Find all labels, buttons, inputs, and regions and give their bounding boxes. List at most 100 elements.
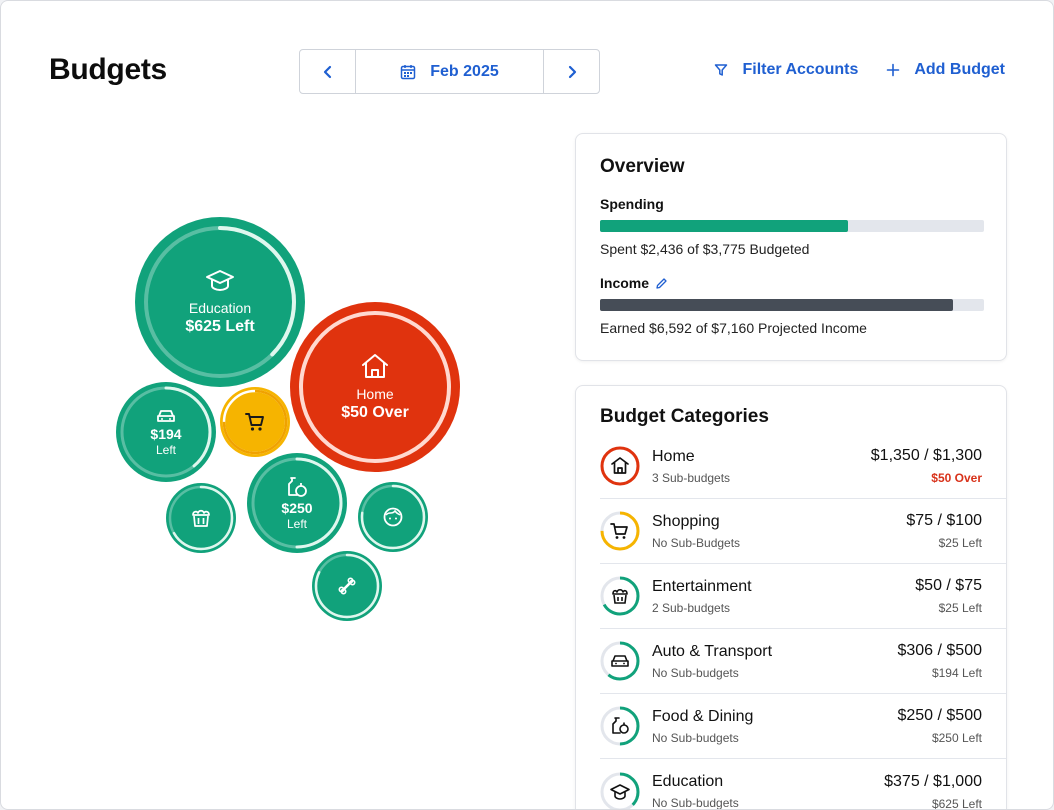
income-label: Income — [600, 275, 650, 291]
income-bar — [600, 299, 984, 311]
category-name: Education — [652, 773, 724, 790]
category-amount: $50 / $75 — [915, 577, 982, 594]
category-progress-indicator — [600, 446, 640, 486]
category-amount: $306 / $500 — [897, 642, 982, 659]
edit-income-icon[interactable] — [655, 277, 668, 290]
category-row[interactable]: Auto & Transport No Sub-budgets $306 / $… — [600, 629, 1006, 694]
spending-text: Spent $2,436 of $3,775 Budgeted — [600, 241, 810, 257]
car-icon — [157, 409, 175, 422]
bottle-icon — [288, 476, 307, 497]
bubble-food-sub: Left — [286, 516, 307, 531]
pets-progress-ring — [314, 553, 380, 619]
category-sub-budgets: 2 Sub-budgets — [652, 600, 731, 615]
next-month-button[interactable] — [543, 50, 599, 93]
add-budget-label: Add Budget — [914, 61, 1005, 78]
category-amount: $1,350 / $1,300 — [870, 447, 982, 464]
bubble-home[interactable]: Home $50 Over — [290, 302, 460, 472]
overview-title: Overview — [600, 156, 685, 177]
cart-icon — [610, 523, 628, 539]
income-label-row: Income — [600, 275, 982, 291]
education-progress-ring — [144, 226, 296, 378]
bubble-education-label: Education — [188, 300, 252, 316]
page-title: Budgets — [49, 53, 167, 86]
header-actions: Filter Accounts Add Budget — [714, 61, 1005, 79]
bubble-personal[interactable] — [358, 482, 428, 552]
bubble-shopping[interactable] — [220, 387, 290, 457]
bubble-auto-sub: Left — [155, 442, 176, 457]
category-status: $625 Left — [931, 796, 982, 810]
category-status: $250 Left — [931, 731, 982, 745]
category-row[interactable]: Food & Dining No Sub-budgets $250 / $500… — [600, 694, 1006, 759]
date-picker-button[interactable]: Feb 2025 — [356, 50, 543, 93]
date-navigator: Feb 2025 — [299, 49, 600, 94]
category-name: Auto & Transport — [652, 642, 773, 660]
category-progress-ring — [600, 772, 640, 809]
cart-icon — [245, 413, 264, 431]
category-status: $194 Left — [931, 666, 982, 680]
category-progress-ring — [600, 511, 640, 551]
car-icon — [611, 655, 629, 667]
category-name: Shopping — [652, 512, 720, 530]
income-bar-fill — [600, 299, 954, 311]
category-progress-indicator — [600, 641, 640, 681]
category-status: $25 Left — [938, 601, 982, 615]
entertainment-progress-ring — [168, 485, 234, 551]
budget-categories-title: Budget Categories — [600, 406, 769, 427]
previous-month-button[interactable] — [300, 50, 356, 93]
bubble-food-dining[interactable]: $250 Left — [247, 453, 347, 553]
category-progress-ring — [600, 446, 640, 486]
chevron-right-icon — [568, 65, 576, 78]
filter-icon — [715, 64, 728, 76]
category-amount: $75 / $100 — [906, 512, 982, 529]
category-progress-indicator — [600, 576, 640, 616]
personal-progress-ring — [360, 484, 426, 550]
bubble-education[interactable]: Education $625 Left — [135, 217, 305, 387]
category-sub-budgets: No Sub-budgets — [652, 730, 739, 745]
category-amount: $375 / $1,000 — [884, 772, 982, 790]
spending-bar — [600, 220, 984, 232]
bubble-pets[interactable] — [312, 551, 382, 621]
bubble-auto-value: $194 — [150, 425, 182, 442]
budget-categories-card: Budget Categories Home 3 Sub-budgets $1,… — [575, 385, 1007, 810]
bottle-icon — [612, 717, 629, 734]
category-row[interactable]: Shopping No Sub-Budgets $75 / $100 $25 L… — [600, 499, 1006, 564]
shopping-progress-ring — [222, 389, 288, 455]
bubble-education-value: $625 Left — [185, 318, 255, 335]
add-budget-button[interactable]: Add Budget — [886, 61, 1005, 79]
bubble-food-value: $250 — [281, 499, 313, 516]
filter-accounts-label: Filter Accounts — [742, 61, 859, 78]
graduation-cap-icon — [206, 270, 234, 292]
graduation-cap-icon — [610, 783, 630, 800]
popcorn-icon — [612, 588, 628, 604]
category-row[interactable]: Home 3 Sub-budgets $1,350 / $1,300 $50 O… — [600, 434, 1006, 499]
popcorn-icon — [192, 509, 210, 527]
category-row[interactable]: Education No Sub-budgets $375 / $1,000 $… — [600, 759, 1006, 810]
auto-progress-ring — [120, 386, 212, 478]
house-icon — [611, 457, 629, 474]
category-sub-budgets: No Sub-Budgets — [652, 535, 741, 550]
category-status: $50 Over — [931, 471, 982, 485]
home-progress-ring — [299, 311, 451, 463]
chevron-left-icon — [323, 65, 331, 78]
bone-icon — [338, 577, 356, 595]
category-progress-ring — [600, 641, 640, 681]
category-sub-budgets: No Sub-budgets — [652, 665, 739, 680]
category-name: Food & Dining — [652, 707, 754, 725]
food-progress-ring — [251, 457, 343, 549]
face-icon — [383, 507, 403, 527]
category-progress-indicator — [600, 772, 640, 809]
category-progress-indicator — [600, 511, 640, 551]
bubble-entertainment[interactable] — [166, 483, 236, 553]
bubble-home-label: Home — [356, 386, 394, 402]
bubble-auto-transport[interactable]: $194 Left — [116, 382, 216, 482]
plus-icon — [887, 63, 900, 77]
income-text: Earned $6,592 of $7,160 Projected Income — [600, 320, 867, 336]
category-name: Home — [652, 447, 695, 465]
house-icon — [361, 354, 388, 378]
category-row[interactable]: Entertainment 2 Sub-budgets $50 / $75 $2… — [600, 564, 1006, 629]
filter-accounts-button[interactable]: Filter Accounts — [714, 61, 858, 79]
calendar-icon — [401, 64, 416, 79]
category-name: Entertainment — [652, 577, 752, 595]
category-progress-ring — [600, 576, 640, 616]
category-sub-budgets: No Sub-budgets — [652, 796, 739, 810]
